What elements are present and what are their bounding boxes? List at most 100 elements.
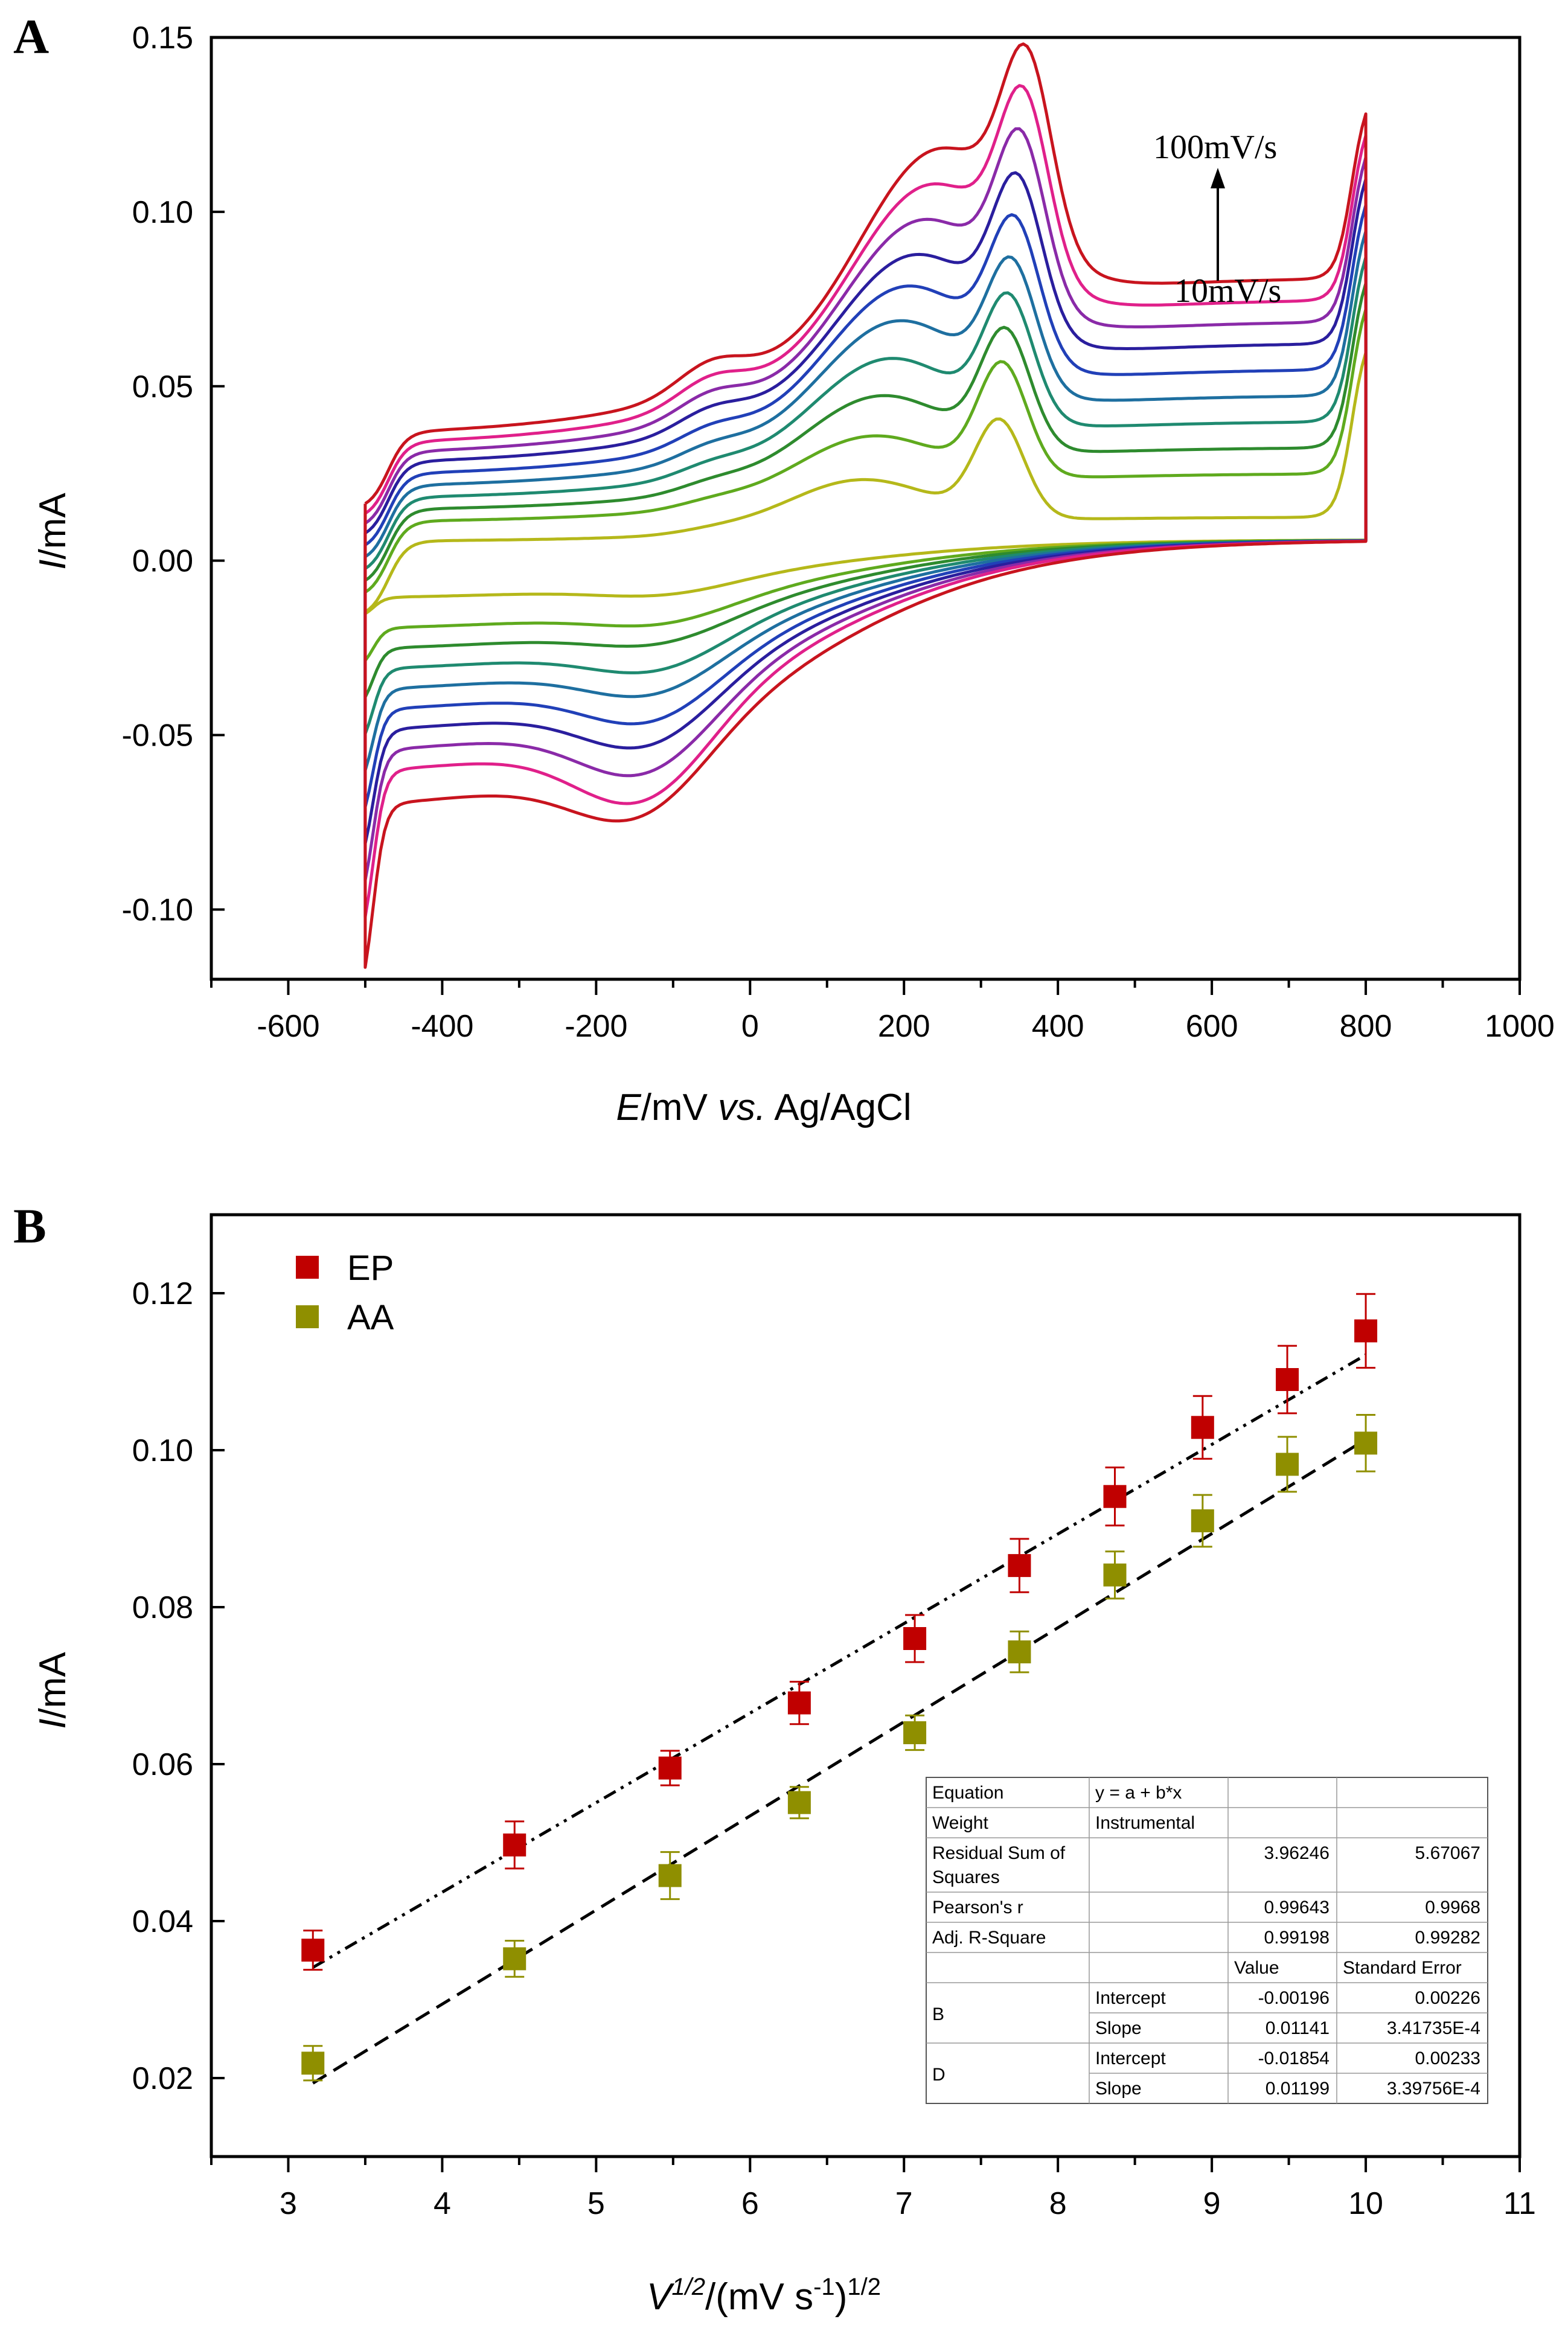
cv-curve-5: [363, 229, 1368, 772]
panel-a-letter: A: [13, 9, 49, 64]
panel-b-y-tick-label: 0.08: [132, 1590, 193, 1625]
fit-table-cell: y = a + b*x: [1095, 1783, 1182, 1803]
panel-b-y-axis: 0.02 0.04 0.06 0.08 0.10 0.12: [132, 1276, 225, 2096]
data-point-aa: [301, 2052, 325, 2075]
panel-b-letter: B: [13, 1198, 46, 1253]
panel-a-y-tick-label: 0.00: [132, 544, 193, 579]
data-point-aa: [1103, 1563, 1127, 1587]
data-point-aa: [1191, 1509, 1214, 1532]
panel-b-plot-frame: [210, 1213, 1522, 2158]
fit-table-cell: 0.01199: [1266, 2079, 1330, 2099]
data-point-ep: [658, 1756, 682, 1780]
fit-table-cell: Weight: [932, 1813, 988, 1833]
panel-a-x-axis: -600 -400 -200 0 200 400 600 800 1000: [210, 979, 1555, 1044]
cv-curve-10: [363, 42, 1368, 969]
panel-b-x-tick-label: 9: [1203, 2186, 1221, 2221]
panel-a-curves: [363, 42, 1368, 969]
annotation-100mvs: 100mV/s: [1153, 129, 1277, 166]
panel-a-x-tick-label: -200: [565, 1009, 627, 1044]
panel-a-y-tick-label: 0.05: [132, 369, 193, 405]
data-point-aa: [1276, 1453, 1299, 1476]
data-point-ep: [1008, 1554, 1031, 1578]
panel-a-x-tick-label: 800: [1340, 1009, 1392, 1044]
fit-table-cell: Intercept: [1095, 1988, 1166, 2008]
data-point-ep: [787, 1691, 811, 1715]
panel-b-y-tick-label: 0.02: [132, 2061, 193, 2096]
panel-b-y-axis-title: I/mA: [32, 1652, 74, 1729]
fit-table-cell: D: [932, 2065, 946, 2085]
panel-a-y-tick-label: 0.10: [132, 195, 193, 230]
panel-b-x-tick-label: 10: [1348, 2186, 1383, 2221]
data-point-aa: [1008, 1640, 1031, 1664]
fit-table-cell: Slope: [1095, 2079, 1142, 2099]
panel-b-x-tick-label: 4: [434, 2186, 451, 2221]
fit-table-cell: Pearson's r: [932, 1898, 1023, 1917]
data-point-ep: [1103, 1485, 1127, 1508]
fit-table-frame: [926, 1777, 1488, 2104]
panel-b-x-tick-label: 8: [1049, 2186, 1067, 2221]
fit-table-cell: 0.99282: [1415, 1928, 1480, 1948]
data-point-aa: [1354, 1431, 1378, 1455]
panel-b-fit-lines: [312, 1354, 1367, 2085]
panel-a-y-axis: 0.15 0.10 0.05 0.00 -0.05 -0.10: [121, 21, 225, 927]
panel-b-x-axis: 3 4 5 6 7 8 9 10 11: [210, 2157, 1536, 2221]
data-point-ep: [1191, 1416, 1214, 1439]
fit-table-cell: 0.99198: [1264, 1928, 1330, 1948]
annotation-10mvs: 10mV/s: [1174, 272, 1281, 310]
panel-a-y-axis-title: I/mA: [32, 493, 74, 570]
data-point-ep: [503, 1833, 526, 1856]
fit-results-table: Equation y = a + b*x Weight Instrumental 3.9…: [926, 1777, 1488, 2104]
panel-b-y-tick-label: 0.06: [132, 1747, 193, 1782]
panel-a-plot-frame: [210, 36, 1522, 981]
panel-b-x-tick-label: 5: [587, 2186, 605, 2221]
legend-ep-marker: [296, 1256, 319, 1279]
data-point-aa: [787, 1791, 811, 1814]
panel-a-x-tick-label: -400: [411, 1009, 473, 1044]
panel-a: A 0.15 0.10 0.05 0.00 -0.05 -0.10 -600 -400 -20…: [13, 9, 1555, 1128]
cv-curve-2: [363, 307, 1368, 662]
data-point-ep: [301, 1939, 325, 1962]
fit-table-cell: 3.41735E-4: [1387, 2018, 1480, 2038]
panel-a-x-tick-label: 200: [878, 1009, 930, 1044]
panel-b-y-tick-label: 0.10: [132, 1433, 193, 1468]
panel-b-y-tick-label: 0.04: [132, 1904, 193, 1939]
legend: EP AA: [296, 1249, 394, 1337]
cv-curve-9: [363, 84, 1368, 919]
legend-aa-marker: [296, 1305, 319, 1328]
fit-table-cell: Instrumental: [1095, 1813, 1195, 1833]
legend-aa-label: AA: [347, 1298, 394, 1337]
panel-b-x-tick-label: 7: [895, 2186, 913, 2221]
fit-table-cell: -0.00196: [1258, 1988, 1330, 2008]
panel-a-x-axis-title: E/mV vs. Ag/AgCl: [616, 1087, 911, 1128]
fit-line-aa: [312, 1438, 1367, 2085]
fit-table-cell: Value: [1234, 1958, 1279, 1978]
panel-a-x-tick-label: 600: [1186, 1009, 1238, 1044]
data-point-aa: [503, 1947, 526, 1971]
fit-table-cell: 0.00233: [1415, 2048, 1480, 2068]
cv-curve-4: [363, 255, 1368, 735]
data-point-ep: [903, 1627, 927, 1650]
data-point-aa: [658, 1864, 682, 1887]
panel-a-x-tick-label: 1000: [1485, 1009, 1555, 1044]
fit-table-cell: 0.99643: [1264, 1898, 1330, 1917]
fit-table-cell: Slope: [1095, 2018, 1142, 2038]
fit-table-cell: 5.67067: [1415, 1843, 1480, 1863]
fit-table-cell: 3.96246: [1264, 1843, 1330, 1863]
panel-b: B 0.02 0.04 0.06 0.08 0.10 0.12 3 4 5 6 7 8 9 10 11 E…: [13, 1198, 1536, 2318]
fit-table-cell: Squares: [932, 1867, 1000, 1887]
fit-table-cell: Equation: [932, 1783, 1003, 1803]
panel-b-data-points: [301, 1293, 1378, 2082]
legend-ep-label: EP: [347, 1249, 394, 1288]
fit-table-cell: Standard Error: [1343, 1958, 1462, 1978]
panel-a-x-tick-label: 400: [1032, 1009, 1084, 1044]
panel-b-y-tick-label: 0.12: [132, 1276, 193, 1311]
fit-table-cell: 0.01141: [1266, 2018, 1330, 2038]
panel-a-y-tick-label: -0.10: [121, 892, 193, 927]
fit-line-ep: [312, 1354, 1367, 1969]
panel-a-x-tick-label: 0: [741, 1009, 759, 1044]
fit-table-cell: 0.00226: [1415, 1988, 1480, 2008]
fit-table-cell: Intercept: [1095, 2048, 1166, 2068]
fit-table-cell: B: [932, 2004, 944, 2024]
data-point-ep: [1276, 1368, 1299, 1391]
